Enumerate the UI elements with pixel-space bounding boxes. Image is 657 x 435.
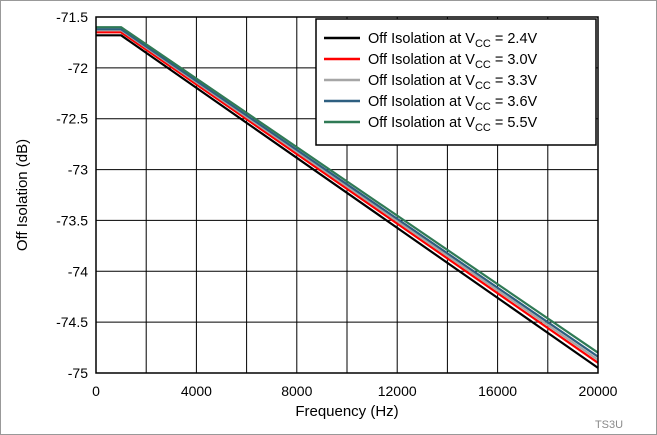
y-tick-label: -71.5	[56, 9, 88, 25]
x-tick-label: 12000	[378, 383, 417, 399]
legend-entry-4: Off Isolation at VCC = 3.6V	[368, 94, 538, 113]
series-line-2	[96, 31, 599, 364]
y-tick-label: -72	[68, 60, 88, 76]
y-axis-label: Off Isolation (dB)	[14, 139, 31, 251]
x-tick-label: 8000	[281, 383, 312, 399]
figure-id: TS3U	[595, 419, 623, 431]
x-tick-label: 0	[92, 383, 100, 399]
series-line-1	[96, 34, 599, 369]
y-tick-label: -74.5	[56, 314, 88, 330]
legend-box	[315, 18, 597, 146]
x-tick-label: 16000	[478, 383, 517, 399]
x-tick-label: 4000	[181, 383, 212, 399]
y-tick-label: -72.5	[56, 111, 88, 127]
y-tick-label: -74	[68, 263, 88, 279]
y-tick-label: -75	[68, 365, 88, 381]
legend-entry-1: Off Isolation at VCC = 2.4V	[368, 31, 538, 50]
legend: Off Isolation at VCC = 2.4V Off Isolation…	[315, 18, 597, 146]
x-tick-label: 20000	[579, 383, 618, 399]
y-tick-label: -73	[68, 162, 88, 178]
x-axis-label: Frequency (Hz)	[295, 403, 398, 420]
series-line-4	[96, 28, 599, 358]
legend-entry-2: Off Isolation at VCC = 3.0V	[368, 52, 538, 71]
series-line-5	[96, 26, 599, 354]
legend-entry-3: Off Isolation at VCC = 3.3V	[368, 73, 538, 92]
plot-border	[95, 16, 599, 374]
y-tick-label: -73.5	[56, 212, 88, 228]
legend-entry-5: Off Isolation at VCC = 5.5V	[368, 115, 538, 134]
